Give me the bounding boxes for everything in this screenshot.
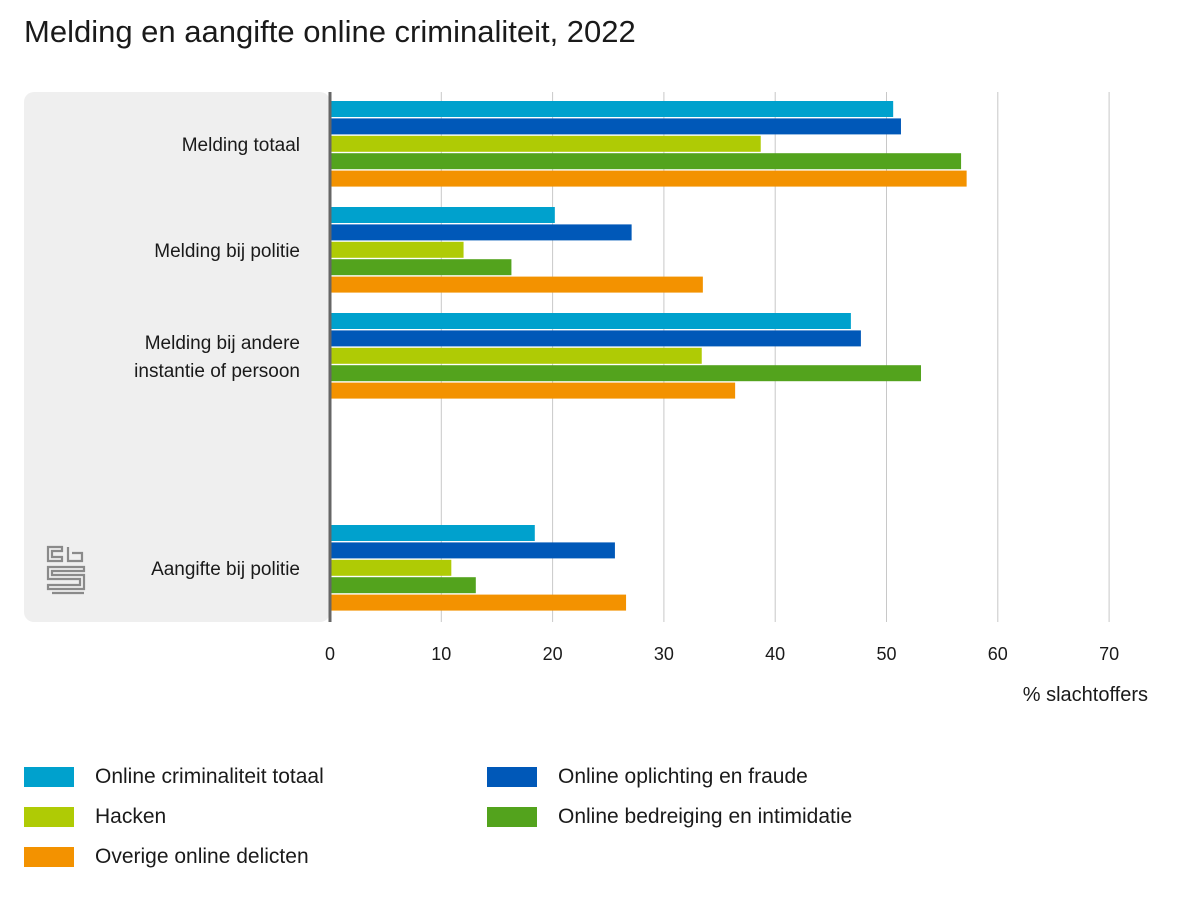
x-tick-label: 30 [654, 644, 674, 664]
legend-item: Hacken [24, 805, 166, 829]
x-tick-labels: 0 10 20 30 40 50 60 70 [325, 644, 1119, 664]
bar [330, 101, 894, 117]
x-tick-label: 40 [765, 644, 785, 664]
category-panel [24, 92, 330, 622]
bar [330, 382, 736, 399]
category-label: Melding bij politie [154, 241, 300, 262]
bar [330, 276, 703, 293]
bar [330, 577, 476, 594]
bar [330, 153, 962, 170]
legend: Online criminaliteit totaal Online oplic… [24, 765, 1024, 885]
bar [330, 559, 452, 576]
bar [330, 365, 922, 382]
bar [330, 207, 555, 223]
legend-swatch [24, 767, 74, 787]
legend-label: Online bedreiging en intimidatie [558, 805, 853, 828]
legend-label: Overige online delicten [95, 845, 309, 868]
bar [330, 170, 967, 187]
bar [330, 118, 901, 135]
category-labels: Melding totaal Melding bij politie Melding… [134, 135, 300, 580]
chart-title: Melding en aangifte online criminaliteit… [24, 14, 636, 49]
bar [330, 313, 851, 329]
bar [330, 224, 632, 241]
legend-item: Online criminaliteit totaal [24, 765, 324, 789]
category-label: Aangifte bij politie [151, 559, 300, 580]
legend-label: Online oplichting en fraude [558, 765, 808, 788]
legend-swatch [487, 767, 537, 787]
legend-item: Overige online delicten [24, 845, 309, 869]
legend-swatch [24, 847, 74, 867]
x-tick-label: 20 [543, 644, 563, 664]
bars [330, 101, 967, 611]
category-label: Melding bij andere [145, 333, 300, 354]
x-axis-title: % slachtoffers [1023, 684, 1148, 706]
bar-chart: Melding totaal Melding bij politie Melding… [24, 92, 1148, 706]
bar [330, 135, 761, 152]
legend-item: Online oplichting en fraude [487, 765, 808, 789]
legend-label: Hacken [95, 805, 167, 828]
x-tick-label: 50 [876, 644, 896, 664]
bar [330, 347, 702, 364]
category-label: instantie of persoon [134, 361, 300, 382]
x-tick-label: 60 [988, 644, 1008, 664]
legend-swatch [24, 807, 74, 827]
x-tick-label: 10 [431, 644, 451, 664]
bar [330, 525, 535, 541]
bar [330, 259, 512, 276]
bar [330, 542, 615, 559]
bar [330, 594, 627, 611]
legend-swatch [487, 807, 537, 827]
x-tick-label: 0 [325, 644, 335, 664]
legend-label: Online criminaliteit totaal [95, 765, 324, 788]
bar [330, 241, 464, 258]
bar [330, 330, 861, 347]
legend-item: Online bedreiging en intimidatie [487, 805, 852, 829]
category-label: Melding totaal [182, 135, 300, 156]
cbs-logo-icon [46, 545, 86, 602]
x-tick-label: 70 [1099, 644, 1119, 664]
